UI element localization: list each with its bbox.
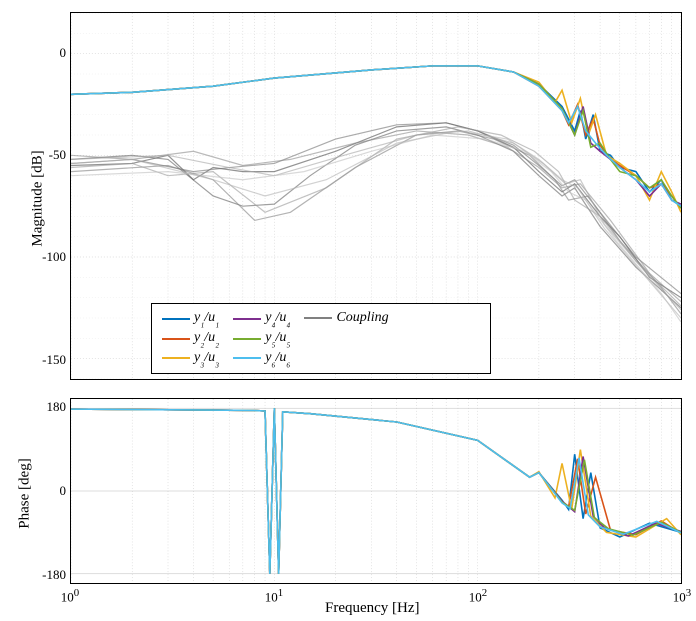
xlabel: Frequency [Hz] [325,600,420,617]
legend-swatch [162,318,190,320]
xtick: 103 [673,587,691,605]
phase-plot [70,398,682,584]
mag-ytick: -50 [26,147,66,163]
legend-item-y2u2: y₂/u₂ [162,330,219,348]
phase-ytick: 0 [26,483,66,499]
legend-label: y₄/u₄ [265,310,290,328]
legend-swatch [304,317,332,319]
mag-ytick: -150 [26,352,66,368]
legend-label: y₆/u₆ [265,350,290,368]
mag-ylabel: Magnitude [dB] [30,150,47,246]
legend-item-coupling: Coupling [304,310,388,326]
legend-swatch [233,338,261,340]
mag-ytick: 0 [26,45,66,61]
legend: y₁/u₁ y₂/u₂ y₃/u₃ y₄/u₄ y₅/u₅ y₆/u₆ Coupling [151,303,491,374]
legend-item-y1u1: y₁/u₁ [162,310,219,328]
legend-label: y₃/u₃ [194,350,219,368]
legend-label: y₂/u₂ [194,330,219,348]
legend-swatch [162,357,190,359]
legend-label: y₅/u₅ [265,330,290,348]
legend-item-y6u6: y₆/u₆ [233,350,290,368]
mag-ytick: -100 [26,249,66,265]
legend-swatch [233,318,261,320]
bode-figure: y₁/u₁ y₂/u₂ y₃/u₃ y₄/u₄ y₅/u₅ y₆/u₆ Coupling… [0,0,696,621]
legend-label: y₁/u₁ [194,310,219,328]
legend-item-y5u5: y₅/u₅ [233,330,290,348]
xtick: 102 [469,587,487,605]
phase-ytick: -180 [26,567,66,583]
phase-svg [71,399,681,583]
magnitude-plot: y₁/u₁ y₂/u₂ y₃/u₃ y₄/u₄ y₅/u₅ y₆/u₆ Coupling [70,12,682,380]
legend-item-y3u3: y₃/u₃ [162,350,219,368]
legend-label: Coupling [336,310,388,326]
legend-item-y4u4: y₄/u₄ [233,310,290,328]
xtick: 100 [61,587,79,605]
phase-ytick: 180 [26,399,66,415]
legend-swatch [162,338,190,340]
legend-swatch [233,357,261,359]
xtick: 101 [265,587,283,605]
